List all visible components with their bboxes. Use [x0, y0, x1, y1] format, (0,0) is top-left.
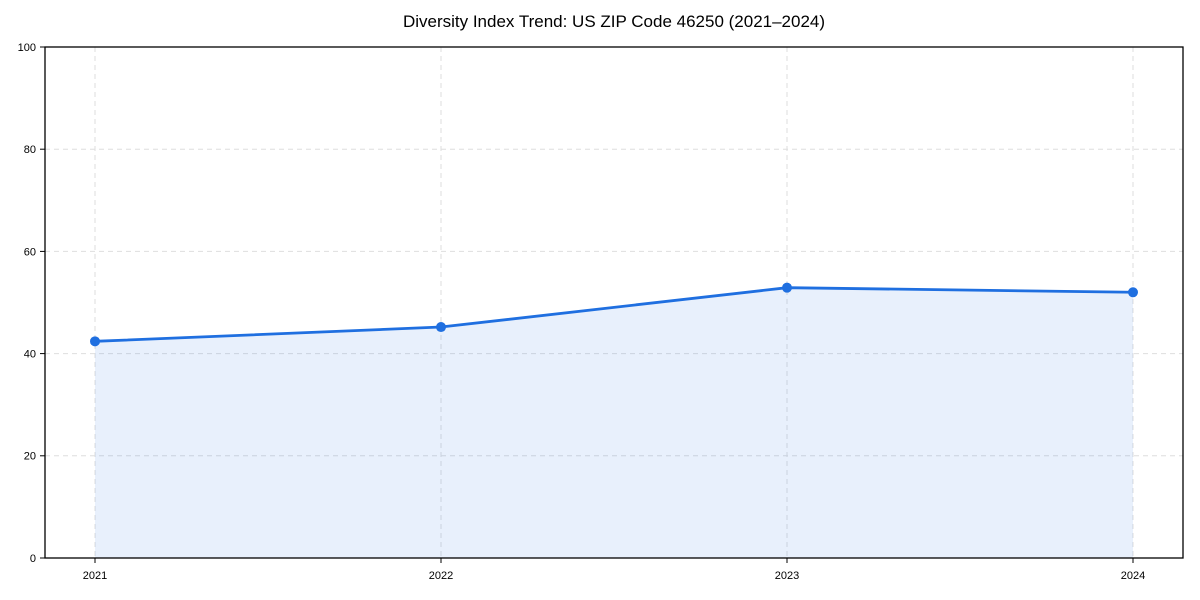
- y-tick-label: 100: [18, 42, 36, 54]
- x-tick-label: 2023: [775, 570, 799, 582]
- y-tick-label: 60: [24, 246, 36, 258]
- x-tick-label: 2024: [1121, 570, 1145, 582]
- y-tick-label: 40: [24, 348, 36, 360]
- y-tick-label: 80: [24, 144, 36, 156]
- y-tick-label: 0: [30, 553, 36, 565]
- data-point-2022: [436, 322, 446, 333]
- data-point-2021: [90, 336, 100, 347]
- data-point-2023: [782, 282, 792, 293]
- area-fill: [95, 287, 1133, 558]
- y-tick-label: 20: [24, 451, 36, 463]
- chart-title: Diversity Index Trend: US ZIP Code 46250…: [402, 12, 826, 31]
- x-tick-label: 2021: [83, 570, 107, 582]
- plot-border: [44, 46, 1184, 559]
- data-point-2024: [1128, 287, 1138, 298]
- trend-line: [93, 286, 1135, 343]
- x-tick-label: 2022: [429, 570, 453, 582]
